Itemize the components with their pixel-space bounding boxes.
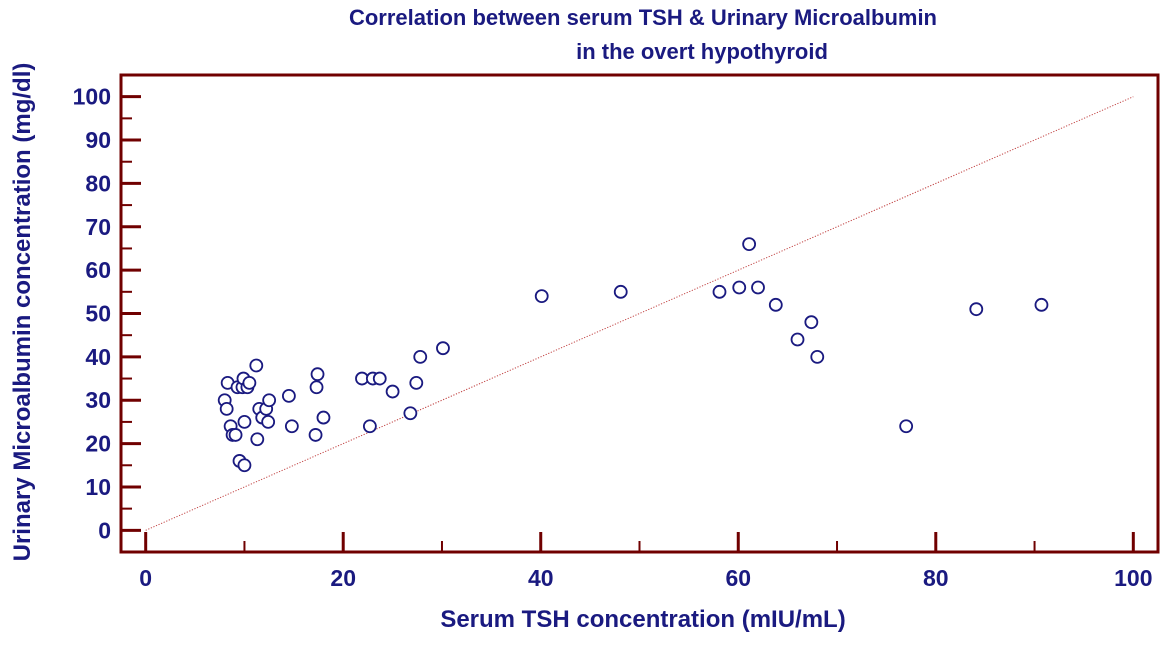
- data-point: [436, 341, 450, 356]
- chart-title-line-1: Correlation between serum TSH & Urinary …: [349, 5, 937, 30]
- y-tick-label: 60: [85, 257, 111, 283]
- data-point: [372, 371, 387, 386]
- y-tick-label: 50: [85, 301, 111, 327]
- data-point: [284, 419, 299, 434]
- data-point: [790, 332, 805, 347]
- data-point: [242, 375, 257, 390]
- data-point: [385, 384, 400, 399]
- data-point: [237, 458, 252, 473]
- data-point: [534, 289, 549, 304]
- x-axis-label: Serum TSH concentration (mIU/mL): [440, 606, 845, 633]
- plot-area: 0 10 20 30 40 50 60 70 80 90 100 0 20 40 60 80 100: [73, 73, 1160, 591]
- data-point: [804, 315, 819, 330]
- data-point: [362, 419, 377, 434]
- x-tick-label: 80: [923, 565, 949, 591]
- y-axis-label: Urinary Microalbumin concentration (mg/d…: [9, 63, 36, 562]
- data-point: [413, 349, 428, 364]
- data-point: [810, 349, 825, 364]
- data-point: [219, 401, 234, 416]
- data-point: [403, 406, 418, 421]
- data-point: [899, 419, 914, 434]
- y-tick-label: 40: [85, 344, 111, 370]
- data-point: [712, 284, 727, 299]
- data-point: [768, 297, 783, 312]
- x-tick-label: 20: [330, 565, 356, 591]
- data-point: [732, 280, 747, 295]
- data-point: [316, 410, 331, 425]
- data-point: [281, 388, 296, 403]
- y-tick-label: 30: [85, 387, 111, 413]
- data-point: [262, 393, 277, 408]
- y-tick-label: 0: [98, 517, 111, 543]
- data-point: [249, 358, 264, 373]
- x-tick-label: 100: [1114, 565, 1152, 591]
- data-point: [250, 432, 265, 447]
- x-tick-label: 40: [528, 565, 554, 591]
- y-tick-label: 10: [85, 474, 111, 500]
- chart-title-line-2: in the overt hypothyroid: [576, 39, 828, 64]
- data-point: [409, 375, 424, 390]
- identity-reference-line: [145, 96, 1134, 531]
- y-tick-label: 90: [85, 127, 111, 153]
- y-tick-label: 20: [85, 431, 111, 457]
- data-point: [309, 380, 324, 395]
- x-tick-label: 0: [139, 565, 152, 591]
- data-point: [1034, 297, 1049, 312]
- data-point: [310, 367, 325, 382]
- data-point: [228, 428, 243, 442]
- y-tick-label: 100: [73, 84, 111, 110]
- data-point: [237, 415, 252, 429]
- data-point: [261, 415, 276, 429]
- plot-frame: [119, 73, 1160, 554]
- x-tick-label: 60: [725, 565, 751, 591]
- data-point: [969, 302, 984, 317]
- y-tick-label: 80: [85, 170, 111, 196]
- data-point: [742, 237, 757, 252]
- data-point: [308, 428, 323, 442]
- data-point: [613, 284, 628, 299]
- data-point: [751, 280, 765, 295]
- y-tick-label: 70: [85, 214, 111, 240]
